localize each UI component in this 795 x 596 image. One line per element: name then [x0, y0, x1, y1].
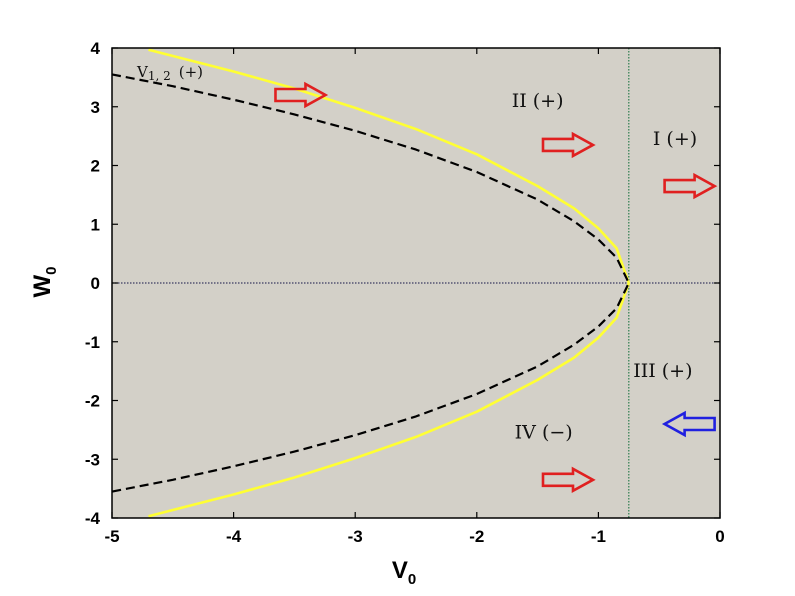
right-arrow-icon: [541, 466, 596, 494]
x-tick-label: -5: [104, 527, 119, 546]
x-tick-label: -2: [469, 527, 484, 546]
solid-curve: [148, 48, 631, 518]
y-tick-label: -3: [85, 450, 100, 469]
x-tick-label: 0: [715, 527, 724, 546]
y-tick-label: 4: [91, 39, 101, 58]
series-layer: V1, 2 (+): [111, 48, 631, 518]
right-arrow-icon: [663, 172, 718, 200]
x-tick-label: -1: [591, 527, 606, 546]
y-tick-label: 3: [91, 98, 100, 117]
annotation-layer: II (+) I (+) III (+) IV (−): [512, 90, 697, 444]
arrow-layer: [274, 81, 718, 494]
curve-label: V1, 2 (+): [136, 63, 203, 83]
region-label: III (+): [633, 360, 692, 382]
region-label: I (+): [653, 128, 697, 150]
dashed-curve: [111, 73, 630, 493]
x-tick-label: -4: [226, 527, 242, 546]
y-tick-label: -1: [85, 333, 100, 352]
x-axis-label: V0: [392, 557, 416, 588]
y-tick-label: 0: [91, 274, 100, 293]
right-arrow-icon: [541, 131, 596, 159]
y-tick-label: 1: [91, 215, 100, 234]
y-tick-label: -2: [85, 392, 100, 411]
y-tick-label: -4: [85, 509, 101, 528]
right-arrow-icon: [274, 81, 329, 109]
y-tick-label: 2: [91, 157, 100, 176]
region-label: IV (−): [515, 422, 573, 444]
x-tick-label: -3: [348, 527, 363, 546]
y-axis-label: W0: [29, 267, 60, 298]
left-arrow-icon: [661, 410, 716, 438]
region-label: II (+): [512, 90, 564, 112]
